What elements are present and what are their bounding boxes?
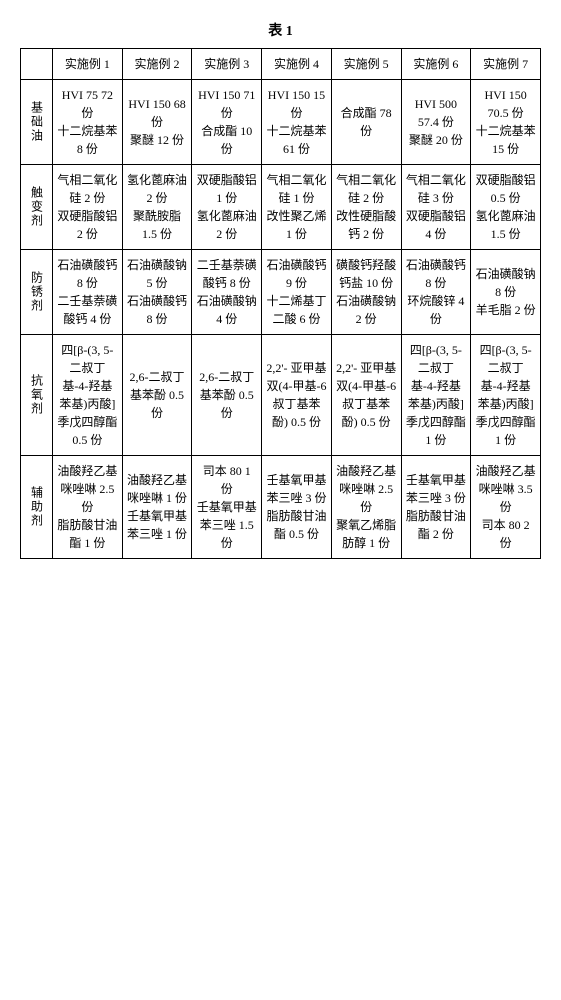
row-header: 防锈剂 [21, 250, 53, 335]
data-cell: 油酸羟乙基咪唑啉 3.5 份司本 80 2 份 [471, 456, 541, 559]
table-row: 抗氧剂四[β-(3, 5-二叔丁基-4-羟基苯基)丙酸]季戊四醇酯 0.5 份2… [21, 335, 541, 456]
data-cell: 气相二氧化硅 2 份双硬脂酸铝 2 份 [53, 165, 123, 250]
header-row: 实施例 1 实施例 2 实施例 3 实施例 4 实施例 5 实施例 6 实施例 … [21, 49, 541, 80]
col-header: 实施例 3 [192, 49, 262, 80]
data-cell: 合成酯 78 份 [331, 80, 401, 165]
data-cell: HVI 150 15 份十二烷基苯 61 份 [262, 80, 332, 165]
data-cell: 2,2'- 亚甲基双(4-甲基-6 叔丁基苯酚) 0.5 份 [331, 335, 401, 456]
data-cell: HVI 150 71 份合成酯 10 份 [192, 80, 262, 165]
data-cell: 双硬脂酸铝 1 份氢化蓖麻油 2 份 [192, 165, 262, 250]
data-cell: 石油磺酸钠 8 份羊毛脂 2 份 [471, 250, 541, 335]
data-cell: 磺酸钙羟酸钙盐 10 份石油磺酸钠 2 份 [331, 250, 401, 335]
col-header: 实施例 5 [331, 49, 401, 80]
data-cell: HVI 150 68 份聚醚 12 份 [122, 80, 192, 165]
data-cell: 石油磺酸钙 9 份十二烯基丁二酸 6 份 [262, 250, 332, 335]
data-cell: 石油磺酸钠 5 份石油磺酸钙 8 份 [122, 250, 192, 335]
data-cell: 油酸羟乙基咪唑啉 1 份壬基氧甲基苯三唑 1 份 [122, 456, 192, 559]
data-cell: 四[β-(3, 5-二叔丁基-4-羟基苯基)丙酸]季戊四醇酯 0.5 份 [53, 335, 123, 456]
corner-cell [21, 49, 53, 80]
data-cell: 壬基氧甲基苯三唑 3 份脂肪酸甘油酯 0.5 份 [262, 456, 332, 559]
table-row: 基础油HVI 75 72 份十二烷基苯 8 份HVI 150 68 份聚醚 12… [21, 80, 541, 165]
col-header: 实施例 1 [53, 49, 123, 80]
data-cell: 氢化蓖麻油 2 份聚酰胺脂 1.5 份 [122, 165, 192, 250]
col-header: 实施例 6 [401, 49, 471, 80]
table-row: 触变剂气相二氧化硅 2 份双硬脂酸铝 2 份氢化蓖麻油 2 份聚酰胺脂 1.5 … [21, 165, 541, 250]
data-cell: 2,2'- 亚甲基双(4-甲基-6 叔丁基苯酚) 0.5 份 [262, 335, 332, 456]
data-cell: 双硬脂酸铝 0.5 份氢化蓖麻油 1.5 份 [471, 165, 541, 250]
data-cell: 2,6-二叔丁基苯酚 0.5 份 [192, 335, 262, 456]
col-header: 实施例 2 [122, 49, 192, 80]
row-header: 触变剂 [21, 165, 53, 250]
data-cell: 司本 80 1 份壬基氧甲基苯三唑 1.5 份 [192, 456, 262, 559]
col-header: 实施例 4 [262, 49, 332, 80]
data-cell: 油酸羟乙基咪唑啉 2.5 份脂肪酸甘油酯 1 份 [53, 456, 123, 559]
data-cell: 四[β-(3, 5-二叔丁基-4-羟基苯基)丙酸]季戊四醇酯 1 份 [471, 335, 541, 456]
table-row: 辅助剂油酸羟乙基咪唑啉 2.5 份脂肪酸甘油酯 1 份油酸羟乙基咪唑啉 1 份壬… [21, 456, 541, 559]
row-header: 基础油 [21, 80, 53, 165]
table-row: 防锈剂石油磺酸钙 8 份二壬基萘磺酸钙 4 份石油磺酸钠 5 份石油磺酸钙 8 … [21, 250, 541, 335]
data-cell: HVI 75 72 份十二烷基苯 8 份 [53, 80, 123, 165]
data-cell: 四[β-(3, 5-二叔丁基-4-羟基苯基)丙酸]季戊四醇酯 1 份 [401, 335, 471, 456]
data-cell: HVI 150 70.5 份十二烷基苯 15 份 [471, 80, 541, 165]
data-table: 实施例 1 实施例 2 实施例 3 实施例 4 实施例 5 实施例 6 实施例 … [20, 48, 541, 559]
data-cell: HVI 500 57.4 份聚醚 20 份 [401, 80, 471, 165]
data-cell: 2,6-二叔丁基苯酚 0.5 份 [122, 335, 192, 456]
data-cell: 石油磺酸钙 8 份二壬基萘磺酸钙 4 份 [53, 250, 123, 335]
row-header: 抗氧剂 [21, 335, 53, 456]
data-cell: 壬基氧甲基苯三唑 3 份脂肪酸甘油酯 2 份 [401, 456, 471, 559]
data-cell: 石油磺酸钙 8 份环烷酸锌 4 份 [401, 250, 471, 335]
row-header: 辅助剂 [21, 456, 53, 559]
data-cell: 油酸羟乙基咪唑啉 2.5 份聚氧乙烯脂肪醇 1 份 [331, 456, 401, 559]
table-title: 表 1 [20, 20, 541, 40]
data-cell: 气相二氧化硅 1 份改性聚乙烯 1 份 [262, 165, 332, 250]
data-cell: 气相二氧化硅 3 份双硬脂酸铝 4 份 [401, 165, 471, 250]
col-header: 实施例 7 [471, 49, 541, 80]
data-cell: 气相二氧化硅 2 份改性硬脂酸钙 2 份 [331, 165, 401, 250]
data-cell: 二壬基萘磺酸钙 8 份石油磺酸钠 4 份 [192, 250, 262, 335]
